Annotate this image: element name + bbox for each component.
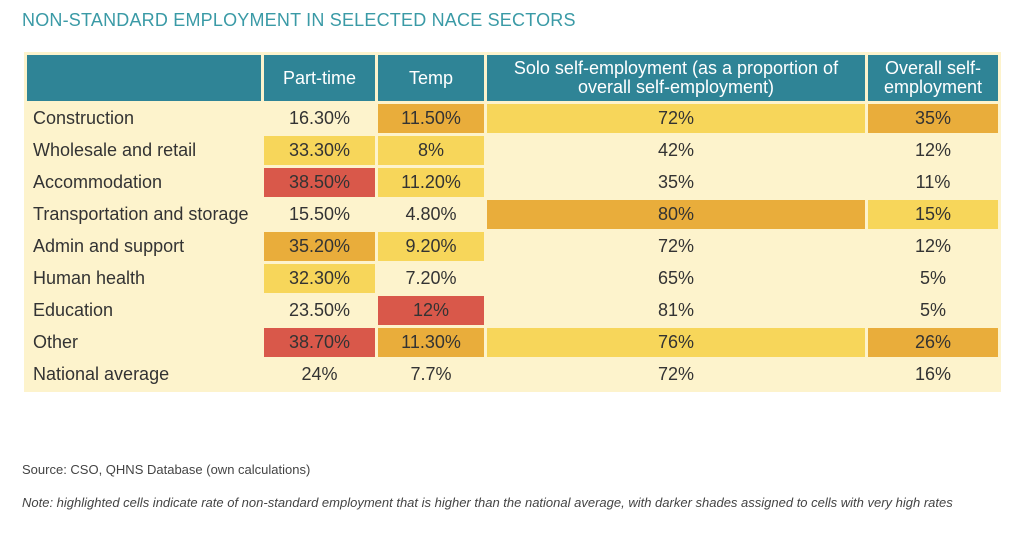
table-row: Construction 16.30% 11.50% 72% 35% xyxy=(27,104,998,133)
employment-table: Part-time Temp Solo self-employment (as … xyxy=(24,52,1001,392)
cell-solo-self-employment: 72% xyxy=(487,360,865,389)
cell-solo-self-employment: 72% xyxy=(487,232,865,261)
table-row: Other 38.70% 11.30% 76% 26% xyxy=(27,328,998,357)
cell-part-time: 33.30% xyxy=(264,136,375,165)
row-label: Transportation and storage xyxy=(27,200,261,229)
cell-overall-self-employment: 12% xyxy=(868,232,998,261)
cell-solo-self-employment: 76% xyxy=(487,328,865,357)
cell-temp: 7.7% xyxy=(378,360,484,389)
cell-temp: 4.80% xyxy=(378,200,484,229)
cell-overall-self-employment: 5% xyxy=(868,264,998,293)
row-label: Accommodation xyxy=(27,168,261,197)
header-row: Part-time Temp Solo self-employment (as … xyxy=(27,55,998,101)
cell-part-time: 24% xyxy=(264,360,375,389)
cell-part-time: 32.30% xyxy=(264,264,375,293)
header-cell-part-time: Part-time xyxy=(264,55,375,101)
header-cell-overall-self-employment: Overall self-employment xyxy=(868,55,998,101)
cell-solo-self-employment: 80% xyxy=(487,200,865,229)
cell-temp: 12% xyxy=(378,296,484,325)
cell-overall-self-employment: 5% xyxy=(868,296,998,325)
cell-part-time: 38.50% xyxy=(264,168,375,197)
cell-temp: 11.50% xyxy=(378,104,484,133)
header-cell-label xyxy=(27,55,261,101)
row-label: Human health xyxy=(27,264,261,293)
row-label: Other xyxy=(27,328,261,357)
header-cell-solo-self-employment: Solo self-employment (as a proportion of… xyxy=(487,55,865,101)
cell-solo-self-employment: 65% xyxy=(487,264,865,293)
cell-overall-self-employment: 11% xyxy=(868,168,998,197)
cell-part-time: 35.20% xyxy=(264,232,375,261)
cell-overall-self-employment: 12% xyxy=(868,136,998,165)
cell-overall-self-employment: 15% xyxy=(868,200,998,229)
cell-solo-self-employment: 81% xyxy=(487,296,865,325)
cell-part-time: 38.70% xyxy=(264,328,375,357)
table-row: Human health 32.30% 7.20% 65% 5% xyxy=(27,264,998,293)
row-label: Education xyxy=(27,296,261,325)
table-row: Wholesale and retail 33.30% 8% 42% 12% xyxy=(27,136,998,165)
source-note: Source: CSO, QHNS Database (own calculat… xyxy=(22,462,311,477)
table-row: Accommodation 38.50% 11.20% 35% 11% xyxy=(27,168,998,197)
chart-title: NON-STANDARD EMPLOYMENT IN SELECTED NACE… xyxy=(22,10,576,30)
cell-temp: 7.20% xyxy=(378,264,484,293)
cell-temp: 8% xyxy=(378,136,484,165)
cell-solo-self-employment: 35% xyxy=(487,168,865,197)
row-label: Construction xyxy=(27,104,261,133)
table-row: Transportation and storage 15.50% 4.80% 80%… xyxy=(27,200,998,229)
table-row: National average 24% 7.7% 72% 16% xyxy=(27,360,998,389)
cell-temp: 11.30% xyxy=(378,328,484,357)
cell-part-time: 16.30% xyxy=(264,104,375,133)
cell-solo-self-employment: 72% xyxy=(487,104,865,133)
cell-solo-self-employment: 42% xyxy=(487,136,865,165)
table-row: Education 23.50% 12% 81% 5% xyxy=(27,296,998,325)
table-body: Construction 16.30% 11.50% 72% 35% Wholesale … xyxy=(27,104,998,389)
cell-overall-self-employment: 35% xyxy=(868,104,998,133)
cell-overall-self-employment: 26% xyxy=(868,328,998,357)
header-cell-temp: Temp xyxy=(378,55,484,101)
cell-part-time: 15.50% xyxy=(264,200,375,229)
row-label: Admin and support xyxy=(27,232,261,261)
cell-temp: 9.20% xyxy=(378,232,484,261)
cell-overall-self-employment: 16% xyxy=(868,360,998,389)
footnote: Note: highlighted cells indicate rate of… xyxy=(22,495,953,510)
table-row: Admin and support 35.20% 9.20% 72% 12% xyxy=(27,232,998,261)
row-label: Wholesale and retail xyxy=(27,136,261,165)
cell-part-time: 23.50% xyxy=(264,296,375,325)
row-label: National average xyxy=(27,360,261,389)
cell-temp: 11.20% xyxy=(378,168,484,197)
